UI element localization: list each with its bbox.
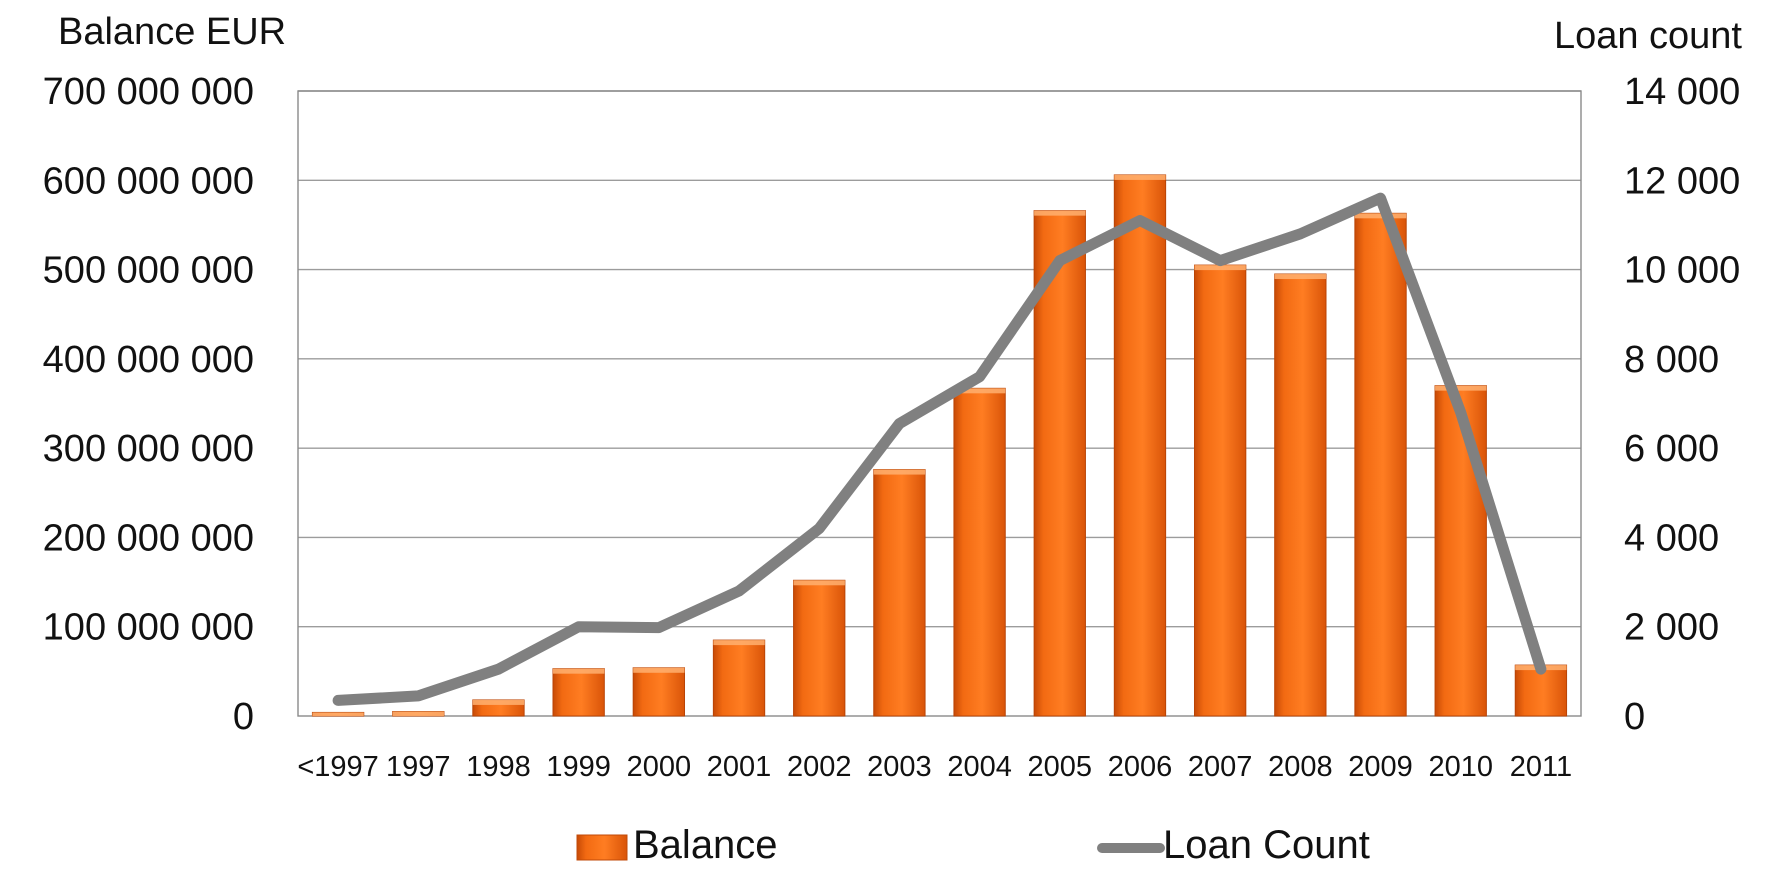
balance-bar — [1354, 212, 1407, 717]
x-axis-tick-label: <1997 — [297, 751, 378, 783]
left-axis-tick-label: 400 000 000 — [43, 339, 254, 381]
balance-bar-highlight — [633, 667, 685, 673]
x-axis-tick-label: 2009 — [1348, 751, 1413, 783]
legend-item-balance: Balance — [576, 823, 778, 867]
balance-bar-highlight — [1354, 213, 1407, 219]
left-axis-tick-label: 0 — [233, 696, 254, 738]
balance-bar-highlight — [1435, 385, 1487, 391]
plot-area — [297, 90, 1582, 717]
right-axis-tick-label: 6 000 — [1624, 428, 1719, 470]
legend-label-balance: Balance — [633, 823, 778, 867]
right-axis-tick-label: 10 000 — [1624, 250, 1740, 292]
legend-item-loan-count: Loan Count — [1097, 823, 1370, 867]
balance-bar — [1113, 174, 1167, 717]
right-axis-tick-label: 8 000 — [1624, 339, 1719, 381]
x-axis-tick-label: 2001 — [707, 751, 772, 783]
x-axis-tick-label: 1998 — [466, 751, 531, 783]
x-axis-tick-label: 2005 — [1028, 751, 1093, 783]
balance-bar-highlight — [873, 469, 926, 475]
x-axis-tick-label: 2000 — [627, 751, 692, 783]
balance-bar — [1274, 273, 1327, 717]
left-axis-tick-label: 700 000 000 — [43, 71, 254, 113]
balance-bar-highlight — [1194, 265, 1246, 271]
loan-count-line-layer — [332, 192, 1547, 706]
right-axis-ticks: 0 2 000 4 000 6 000 8 000 10 000 12 000 14 000 — [1624, 71, 1740, 738]
balance-bar-highlight — [1034, 210, 1086, 216]
balance-bar-highlight — [953, 388, 1006, 394]
balance-bar — [552, 668, 605, 717]
balance-bar-highlight — [472, 699, 525, 705]
balance-bar-highlight — [1114, 174, 1166, 180]
balance-bar-highlight — [793, 580, 845, 586]
balance-bar — [953, 387, 1006, 717]
balance-bar-highlight — [392, 711, 444, 716]
x-axis-ticks: <1997 1997 1998 1999 2000 2001 2002 2003 2004 200… — [297, 751, 1572, 783]
legend-swatch-balance — [576, 834, 628, 861]
x-axis-tick-label: 2006 — [1108, 751, 1173, 783]
right-axis-title: Loan count — [1554, 15, 1742, 57]
x-axis-tick-label: 2010 — [1428, 751, 1493, 783]
right-axis-tick-label: 4 000 — [1624, 517, 1719, 559]
balance-bar — [1193, 264, 1247, 717]
right-axis-tick-label: 14 000 — [1624, 71, 1740, 113]
legend: Balance Loan Count — [576, 823, 1370, 867]
left-axis-tick-label: 600 000 000 — [43, 160, 254, 202]
x-axis-tick-label: 1997 — [386, 751, 451, 783]
x-axis-tick-label: 1999 — [546, 751, 611, 783]
legend-label-loan-count: Loan Count — [1163, 823, 1370, 867]
balance-bar — [632, 667, 686, 717]
balance-bar-highlight — [312, 712, 364, 716]
balance-bars — [311, 174, 1568, 717]
x-axis-tick-label: 2004 — [947, 751, 1012, 783]
right-axis-tick-label: 2 000 — [1624, 607, 1719, 649]
right-axis-tick-label: 0 — [1624, 696, 1645, 738]
left-axis-ticks: 0 100 000 000 200 000 000 300 000 000 400 00… — [43, 71, 254, 738]
loan-count-line — [332, 192, 1547, 706]
x-axis-tick-label: 2008 — [1268, 751, 1333, 783]
balance-bar — [712, 639, 766, 717]
left-axis-tick-label: 100 000 000 — [43, 607, 254, 649]
x-axis-tick-label: 2002 — [787, 751, 852, 783]
balance-bar-highlight — [713, 640, 765, 646]
balance-bar — [1434, 385, 1487, 717]
left-axis-tick-label: 300 000 000 — [43, 428, 254, 470]
balance-bar — [873, 469, 926, 717]
right-axis-tick-label: 12 000 — [1624, 160, 1740, 202]
balance-bar-highlight — [1274, 274, 1327, 280]
x-axis-tick-label: 2011 — [1510, 751, 1572, 783]
left-axis-tick-label: 200 000 000 — [43, 517, 254, 559]
balance-bar-highlight — [552, 668, 605, 674]
balance-bar — [793, 579, 846, 717]
x-axis-tick-label: 2007 — [1188, 751, 1253, 783]
left-axis-tick-label: 500 000 000 — [43, 250, 254, 292]
x-axis-tick-label: 2003 — [867, 751, 932, 783]
left-axis-title: Balance EUR — [58, 11, 286, 53]
